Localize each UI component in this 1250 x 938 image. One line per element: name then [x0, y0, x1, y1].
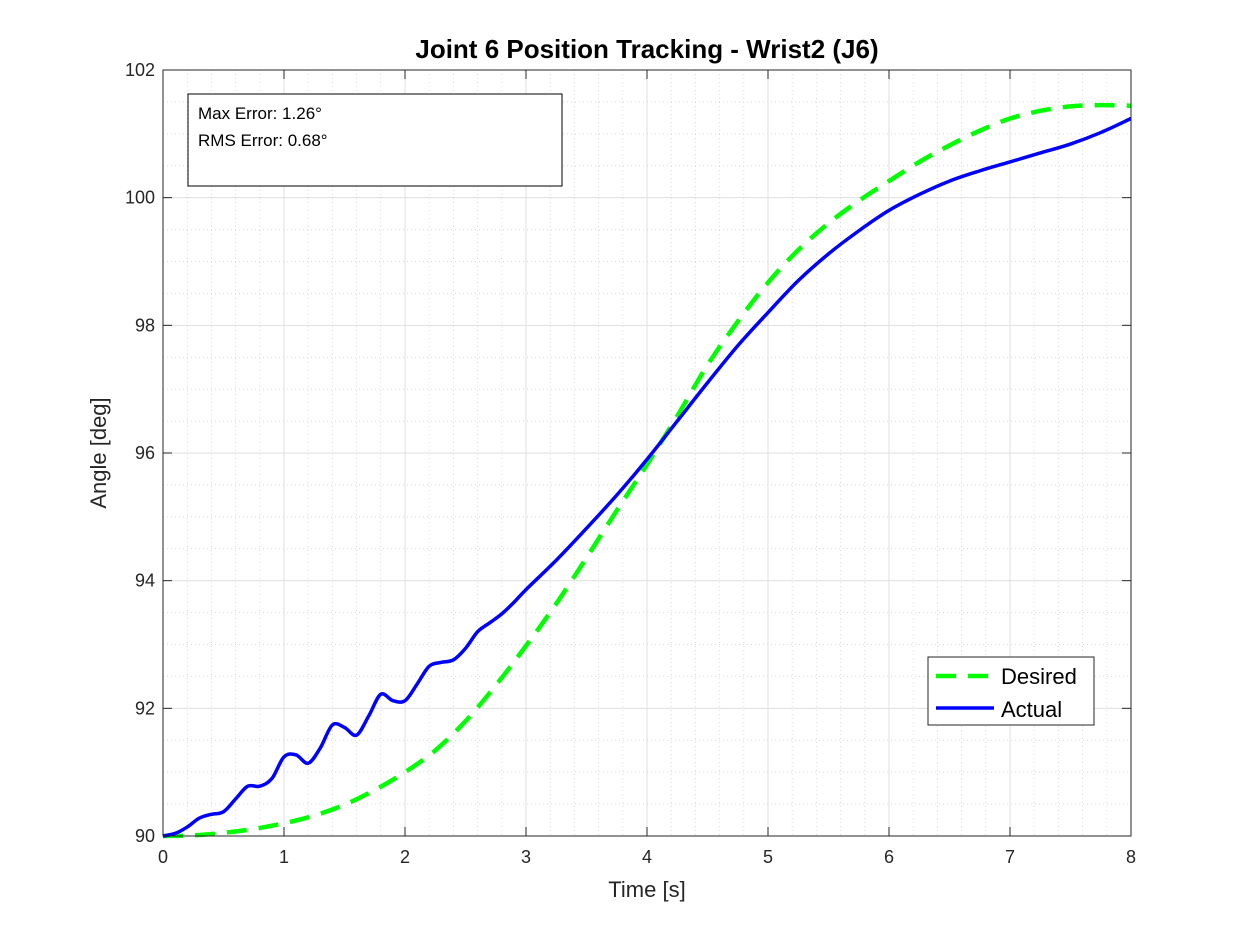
x-tick-label: 3 [521, 847, 531, 867]
x-tick-label: 1 [279, 847, 289, 867]
y-tick-label: 98 [135, 315, 155, 335]
x-tick-label: 6 [884, 847, 894, 867]
x-tick-label: 2 [400, 847, 410, 867]
series-layer [162, 102, 1132, 839]
y-tick-label: 94 [135, 571, 155, 591]
chart-title: Joint 6 Position Tracking - Wrist2 (J6) [415, 34, 878, 64]
series-line-actual [162, 116, 1132, 838]
x-axis-label: Time [s] [608, 877, 685, 902]
annotation-max-error: Max Error: 1.26° [198, 104, 322, 123]
x-tick-label: 8 [1126, 847, 1136, 867]
y-tick-label: 92 [135, 698, 155, 718]
legend-label-actual: Actual [1001, 697, 1062, 722]
tick-labels: 0 1 2 3 4 5 6 7 8 90 92 94 96 98 100 102 [125, 60, 1136, 867]
annotation-rms-error: RMS Error: 0.68° [198, 131, 328, 150]
legend: Desired Actual [927, 656, 1095, 726]
y-tick-label: 102 [125, 60, 155, 80]
x-tick-label: 5 [763, 847, 773, 867]
y-tick-label: 100 [125, 188, 155, 208]
error-annotation: Max Error: 1.26° RMS Error: 0.68° [187, 93, 563, 187]
x-tick-label: 7 [1005, 847, 1015, 867]
x-tick-label: 4 [642, 847, 652, 867]
x-tick-label: 0 [158, 847, 168, 867]
annotation-box [187, 93, 563, 187]
y-axis-label: Angle [deg] [86, 397, 111, 508]
tick-marks [162, 69, 1132, 837]
y-tick-label: 96 [135, 443, 155, 463]
y-tick-label: 90 [135, 826, 155, 846]
legend-label-desired: Desired [1001, 664, 1077, 689]
series-line-desired [162, 102, 1132, 839]
legend-box [927, 656, 1095, 726]
